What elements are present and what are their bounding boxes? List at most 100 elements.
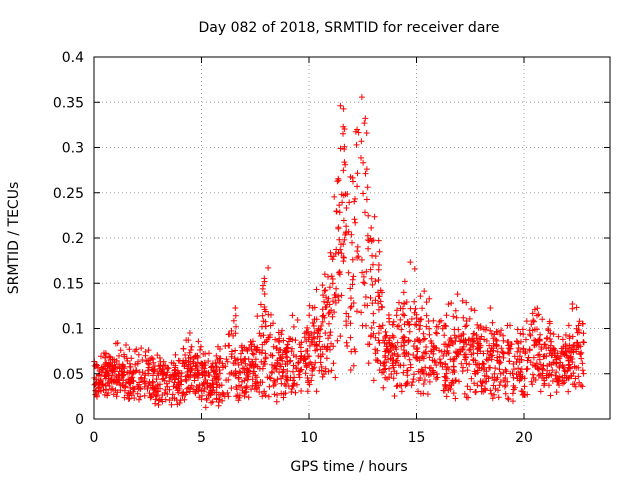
data-point bbox=[361, 120, 368, 127]
data-point bbox=[556, 378, 562, 385]
data-point bbox=[367, 333, 374, 340]
data-point bbox=[338, 292, 345, 299]
data-point bbox=[438, 348, 445, 355]
data-point bbox=[192, 390, 199, 397]
data-point bbox=[235, 375, 242, 382]
data-point bbox=[351, 216, 358, 223]
data-point bbox=[387, 355, 394, 362]
data-point bbox=[421, 288, 428, 295]
data-point bbox=[122, 383, 129, 390]
data-point bbox=[200, 380, 207, 387]
data-point bbox=[228, 385, 235, 392]
data-point bbox=[407, 259, 414, 266]
data-point bbox=[553, 369, 560, 376]
data-point bbox=[433, 371, 440, 377]
data-point bbox=[341, 143, 348, 150]
data-point bbox=[450, 390, 457, 397]
data-point bbox=[185, 361, 192, 368]
data-point bbox=[579, 367, 586, 374]
data-point bbox=[537, 388, 544, 395]
data-point bbox=[360, 190, 367, 197]
data-point bbox=[203, 397, 210, 403]
data-point bbox=[572, 383, 579, 390]
data-point bbox=[514, 348, 521, 355]
data-point bbox=[308, 377, 315, 384]
data-point bbox=[443, 375, 450, 382]
data-point bbox=[413, 322, 420, 328]
data-point bbox=[278, 375, 285, 382]
data-point bbox=[113, 393, 120, 400]
data-point bbox=[126, 346, 133, 353]
data-point bbox=[359, 269, 366, 276]
data-point bbox=[128, 355, 135, 362]
y-tick-label: 0.15 bbox=[53, 276, 84, 292]
grid bbox=[94, 57, 610, 419]
data-point bbox=[401, 300, 408, 307]
data-point bbox=[345, 269, 352, 276]
data-point bbox=[571, 381, 578, 388]
data-point bbox=[313, 342, 320, 348]
data-point bbox=[181, 363, 188, 370]
data-point bbox=[411, 298, 418, 305]
data-point bbox=[236, 382, 242, 389]
data-point bbox=[335, 269, 342, 276]
data-point bbox=[546, 371, 553, 378]
data-point bbox=[94, 362, 100, 369]
data-point bbox=[426, 331, 433, 338]
data-point bbox=[458, 360, 465, 367]
data-point bbox=[320, 371, 327, 378]
data-point bbox=[578, 349, 585, 356]
data-point bbox=[104, 370, 111, 377]
data-point bbox=[344, 191, 351, 197]
data-point bbox=[258, 358, 265, 365]
data-point bbox=[469, 335, 476, 342]
data-point bbox=[142, 352, 149, 359]
data-point bbox=[450, 313, 457, 320]
data-point bbox=[243, 375, 249, 382]
data-point bbox=[150, 379, 157, 386]
data-point bbox=[326, 301, 333, 308]
data-point bbox=[340, 130, 346, 137]
data-point bbox=[388, 371, 395, 377]
data-point bbox=[122, 384, 128, 391]
data-point bbox=[230, 317, 237, 324]
data-point bbox=[437, 359, 444, 366]
data-point bbox=[364, 232, 371, 239]
data-point bbox=[426, 354, 433, 361]
data-point bbox=[132, 348, 138, 355]
data-point bbox=[528, 378, 535, 385]
data-point bbox=[319, 343, 326, 350]
data-point bbox=[423, 312, 430, 319]
data-point bbox=[194, 359, 201, 366]
data-point bbox=[413, 354, 420, 360]
data-point bbox=[175, 379, 182, 386]
data-point bbox=[272, 381, 279, 388]
data-point bbox=[207, 383, 214, 389]
data-point bbox=[412, 354, 419, 361]
data-point bbox=[182, 376, 189, 383]
data-point bbox=[509, 370, 516, 377]
data-point bbox=[410, 376, 417, 383]
data-point bbox=[216, 359, 223, 366]
data-point bbox=[142, 372, 149, 379]
data-point bbox=[313, 388, 320, 395]
data-point bbox=[540, 366, 546, 373]
data-point bbox=[534, 305, 541, 312]
data-point bbox=[467, 386, 474, 393]
data-point bbox=[407, 305, 414, 312]
data-point bbox=[573, 304, 580, 311]
data-point bbox=[339, 199, 346, 206]
data-point bbox=[414, 345, 421, 351]
data-point bbox=[292, 389, 299, 396]
data-point bbox=[309, 319, 316, 326]
data-point bbox=[98, 366, 105, 373]
data-point bbox=[254, 344, 261, 351]
data-point bbox=[154, 352, 161, 359]
data-point bbox=[553, 360, 559, 367]
data-point bbox=[487, 364, 494, 371]
data-point bbox=[416, 326, 423, 333]
data-point bbox=[174, 367, 181, 374]
data-point bbox=[332, 374, 339, 381]
data-point bbox=[360, 159, 367, 166]
data-point bbox=[537, 361, 544, 368]
